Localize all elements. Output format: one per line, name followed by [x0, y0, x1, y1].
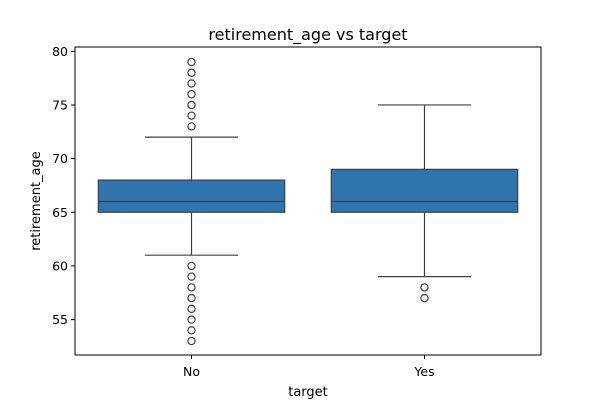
x-tick-label: Yes	[413, 364, 434, 379]
y-axis-label: retirement_age	[29, 151, 44, 251]
outlier-point	[187, 100, 196, 110]
outlier-point	[187, 122, 196, 131]
plot-area	[97, 57, 519, 346]
plot-frame	[74, 46, 542, 356]
x-axis-label: target	[288, 385, 328, 400]
outlier-point	[187, 315, 196, 324]
outlier-point	[187, 261, 196, 271]
outlier-point	[187, 57, 196, 67]
outlier-point	[420, 293, 429, 303]
outlier-point	[187, 304, 196, 314]
y-tick-label: 60	[52, 258, 68, 273]
outlier-point	[420, 283, 429, 292]
outlier-point	[187, 111, 196, 120]
outlier-point	[187, 79, 196, 88]
box-yes	[330, 168, 519, 213]
outlier-point	[187, 90, 196, 99]
chart-title: retirement_age vs target	[208, 25, 407, 45]
y-tick-label: 65	[52, 205, 68, 220]
y-tick-label: 70	[52, 151, 68, 166]
outlier-point	[187, 68, 196, 77]
box-no	[97, 179, 286, 213]
y-tick-label: 80	[52, 44, 68, 59]
outlier-point	[187, 293, 196, 303]
x-tick-label: No	[183, 364, 200, 379]
y-tick-label: 55	[52, 312, 68, 327]
y-tick-label: 75	[52, 97, 68, 112]
outlier-point	[187, 283, 196, 292]
outlier-point	[187, 272, 196, 281]
outlier-point	[187, 326, 196, 335]
outlier-point	[187, 336, 196, 346]
